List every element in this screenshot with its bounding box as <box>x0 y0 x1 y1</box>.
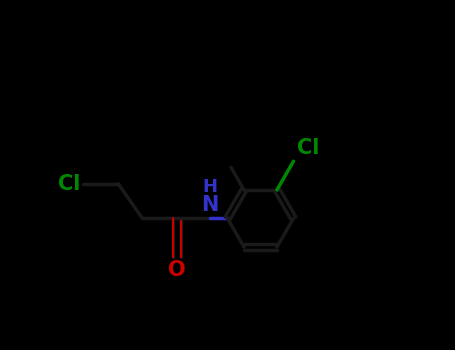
Text: Cl: Cl <box>297 138 319 158</box>
Text: N: N <box>202 195 219 215</box>
Text: H: H <box>202 178 217 196</box>
Text: Cl: Cl <box>57 174 80 194</box>
Text: O: O <box>168 260 186 280</box>
